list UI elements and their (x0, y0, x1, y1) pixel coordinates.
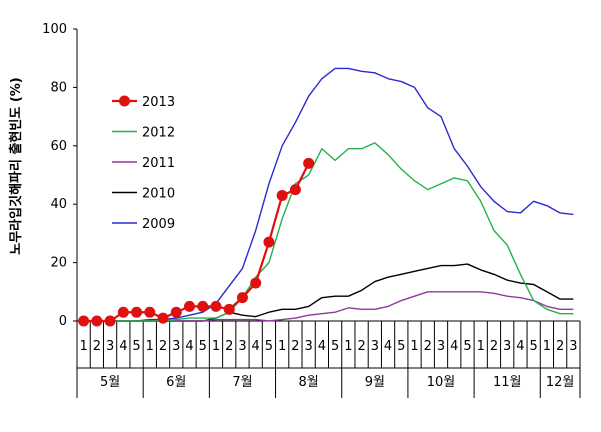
legend-item: 2012 (112, 126, 175, 141)
x-tick-label: 5 (199, 339, 207, 354)
data-point-2013 (210, 300, 222, 312)
y-tick-label: 60 (50, 139, 67, 154)
data-point-2013 (250, 277, 262, 289)
data-point-2013 (91, 315, 103, 327)
data-point-2013 (170, 306, 182, 318)
x-tick-label: 1 (477, 339, 485, 354)
x-tick-label: 1 (543, 339, 551, 354)
x-tick-label: 2 (556, 339, 564, 354)
x-tick-label: 3 (106, 339, 114, 354)
legend-item: 2010 (112, 187, 175, 202)
data-point-2013 (276, 189, 288, 201)
x-month-label: 12월 (546, 375, 575, 390)
data-point-2013 (263, 236, 275, 248)
series-2013 (78, 157, 315, 327)
x-month-label: 11월 (493, 375, 522, 390)
x-month-label: 6월 (166, 375, 186, 390)
x-tick-label: 1 (146, 339, 154, 354)
legend: 2013 2012 2011 2010 2009 (112, 95, 175, 232)
x-tick-label: 4 (450, 339, 458, 354)
x-tick-label: 4 (318, 339, 326, 354)
data-point-2013 (223, 303, 235, 315)
x-tick-label: 3 (503, 339, 511, 354)
x-tick-label: 1 (212, 339, 220, 354)
x-tick-label: 5 (265, 339, 273, 354)
y-axis-label: 노무라입깃해파리 출현빈도 (%) (8, 77, 24, 254)
legend-label: 2010 (142, 187, 175, 202)
y-tick-label: 20 (50, 256, 67, 271)
x-tick-label: 1 (79, 339, 87, 354)
legend-item: 2011 (112, 156, 175, 171)
data-point-2013 (104, 315, 116, 327)
x-tick-label: 5 (463, 339, 471, 354)
x-tick-label: 5 (132, 339, 140, 354)
x-month-label: 10월 (427, 375, 456, 390)
y-tick-label: 80 (50, 80, 67, 95)
x-tick-label: 2 (159, 339, 167, 354)
data-point-2013 (144, 306, 156, 318)
x-tick-label: 2 (490, 339, 498, 354)
x-month-label: 7월 (232, 375, 252, 390)
x-tick-label: 5 (397, 339, 405, 354)
x-tick-label: 5 (331, 339, 339, 354)
data-point-2013 (197, 300, 209, 312)
x-month-label: 8월 (299, 375, 319, 390)
x-axis-month-labels: 5월 6월 7월 8월 9월 10월 11월 12월 (76, 368, 581, 398)
legend-item: 2009 (112, 217, 175, 232)
x-tick-label: 3 (172, 339, 180, 354)
x-tick-label: 1 (410, 339, 418, 354)
data-point-2013 (117, 306, 129, 318)
x-tick-label: 4 (185, 339, 193, 354)
data-point-2013 (289, 184, 301, 196)
x-tick-label: 2 (357, 339, 365, 354)
data-point-2013 (236, 292, 248, 304)
x-tick-label: 4 (119, 339, 127, 354)
legend-marker (119, 95, 130, 107)
legend-label: 2009 (142, 217, 175, 232)
data-point-2013 (78, 315, 90, 327)
legend-label: 2013 (142, 95, 175, 110)
x-tick-label: 3 (569, 339, 577, 354)
series-lines (78, 67, 574, 327)
data-point-2013 (157, 312, 169, 324)
y-tick-label: 100 (42, 22, 67, 37)
x-tick-label: 2 (291, 339, 299, 354)
x-tick-label: 4 (252, 339, 260, 354)
x-tick-label: 3 (437, 339, 445, 354)
x-tick-label: 4 (384, 339, 392, 354)
y-tick-label: 40 (50, 197, 67, 212)
y-tick-label: 0 (59, 314, 67, 329)
data-point-2013 (303, 157, 315, 169)
x-tick-label: 2 (93, 339, 101, 354)
x-tick-label: 2 (424, 339, 432, 354)
legend-label: 2011 (142, 156, 175, 171)
x-tick-label: 1 (278, 339, 286, 354)
x-tick-label: 2 (225, 339, 233, 354)
x-tick-label: 4 (516, 339, 524, 354)
x-tick-label: 3 (371, 339, 379, 354)
x-tick-label: 3 (238, 339, 246, 354)
legend-label: 2012 (142, 126, 175, 141)
data-point-2013 (184, 300, 196, 312)
x-tick-label: 3 (305, 339, 313, 354)
data-point-2013 (131, 306, 143, 318)
x-tick-label: 5 (530, 339, 538, 354)
legend-item: 2013 (112, 95, 175, 110)
x-tick-label: 1 (344, 339, 352, 354)
x-month-label: 9월 (365, 375, 385, 390)
y-axis-ticks: 0 20 40 60 80 100 (42, 22, 77, 329)
x-month-label: 5월 (100, 375, 120, 390)
